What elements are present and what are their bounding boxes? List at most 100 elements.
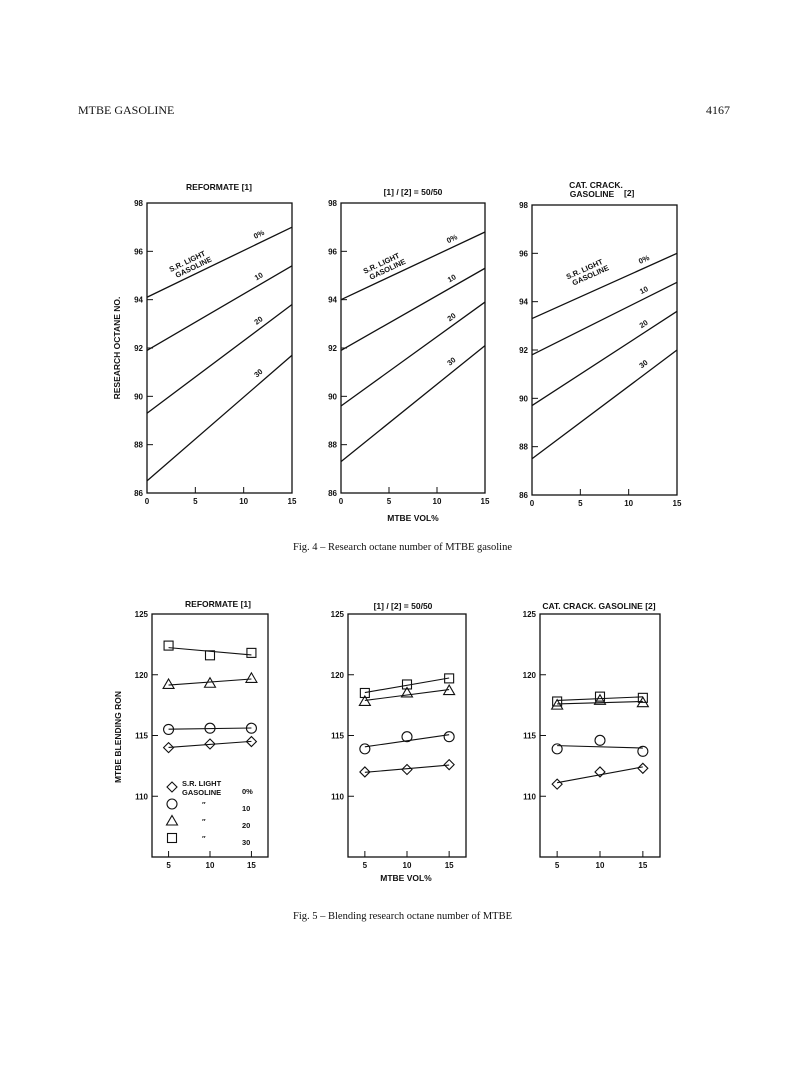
- data-point: [163, 640, 174, 651]
- series-label: 10: [446, 272, 458, 284]
- trend-line: [557, 745, 643, 749]
- y-tick-label: 90: [519, 394, 528, 403]
- series-line: [340, 267, 486, 351]
- legend-value: 0%: [242, 787, 253, 796]
- x-tick-label: 5: [363, 861, 368, 870]
- x-tick-label: 10: [206, 861, 215, 870]
- legend-value: 30: [242, 838, 250, 847]
- plot-frame: [347, 613, 467, 858]
- series-label: 20: [638, 318, 650, 330]
- y-tick-label: 110: [331, 792, 344, 801]
- chart-title-ref: [2]: [624, 188, 635, 198]
- trend-line: [168, 727, 252, 730]
- y-tick-label: 125: [523, 610, 537, 619]
- series-label: 0%: [252, 228, 266, 241]
- series-line: [146, 354, 293, 482]
- x-tick-label: 5: [387, 497, 392, 506]
- data-point: [244, 671, 258, 683]
- data-point: [245, 722, 257, 734]
- fig5-caption: Fig. 5 – Blending research octane number…: [293, 911, 512, 922]
- trend-line: [168, 678, 252, 686]
- y-tick-label: 94: [519, 298, 528, 307]
- running-title: MTBE GASOLINE: [78, 103, 175, 117]
- series-label: 30: [445, 355, 457, 367]
- series-line: [531, 349, 678, 460]
- fig4-caption: Fig. 4 – Research octane number of MTBE …: [293, 542, 512, 553]
- fig4-x-axis-label: MTBE VOL%: [387, 513, 439, 523]
- y-tick-label: 98: [328, 199, 337, 208]
- y-tick-label: 120: [523, 671, 537, 680]
- data-point: [443, 731, 455, 743]
- series-line: [146, 303, 293, 414]
- y-tick-label: 86: [134, 489, 143, 498]
- data-point: [245, 735, 258, 748]
- legend-text: ″: [202, 817, 206, 826]
- trend-line: [364, 764, 450, 773]
- y-tick-label: 110: [523, 792, 536, 801]
- data-point: [162, 677, 176, 690]
- trend-line: [168, 740, 252, 748]
- x-tick-label: 10: [433, 497, 442, 506]
- x-tick-label: 15: [288, 497, 297, 506]
- x-tick-label: 5: [578, 499, 583, 508]
- data-point: [204, 738, 216, 750]
- series-label: 0%: [637, 253, 651, 266]
- series-label: 20: [446, 311, 458, 323]
- trend-line: [364, 734, 450, 748]
- page-number: 4167: [706, 103, 730, 117]
- trend-line: [557, 766, 643, 784]
- data-point: [359, 766, 371, 778]
- y-tick-label: 115: [523, 732, 536, 741]
- data-point: [162, 741, 175, 754]
- data-point: [444, 673, 455, 684]
- chart-panel-1: REFORMATE [1] 86 88 90 92 94 96 98 0 5 10 15 0% 10 20 3…: [134, 182, 297, 506]
- data-point: [359, 743, 371, 755]
- x-tick-label: 15: [481, 497, 490, 506]
- data-point: [246, 647, 257, 658]
- y-tick-label: 92: [134, 344, 143, 353]
- data-point: [359, 687, 370, 699]
- y-tick-label: 96: [134, 247, 143, 256]
- y-tick-label: 88: [328, 441, 337, 450]
- series-label: 0%: [445, 232, 459, 245]
- y-tick-label: 120: [331, 671, 345, 680]
- y-tick-label: 94: [328, 296, 337, 305]
- trend-line: [364, 677, 450, 694]
- series-label: 20: [252, 314, 264, 326]
- y-tick-label: 94: [134, 296, 143, 305]
- x-tick-label: 15: [638, 861, 647, 870]
- series-line: [146, 226, 293, 298]
- legend-value: 20: [242, 821, 250, 830]
- x-tick-label: 5: [193, 497, 198, 506]
- y-tick-label: 96: [328, 247, 337, 256]
- y-tick-label: 86: [519, 491, 528, 500]
- chart-title: CAT. CRACK.: [569, 180, 623, 190]
- data-point: [594, 766, 606, 778]
- data-point: [551, 778, 563, 790]
- data-point: [163, 723, 175, 735]
- chart-title: REFORMATE [1]: [185, 599, 251, 609]
- legend-text: ″: [202, 834, 206, 843]
- data-point: [637, 745, 649, 757]
- chart-panel-3: CAT. CRACK.GASOLINE [2] 86 88 90 92 94 96 98 0 5 10…: [519, 180, 682, 508]
- data-point: [594, 691, 606, 702]
- x-tick-label: 0: [145, 497, 150, 506]
- x-tick-label: 15: [247, 861, 256, 870]
- data-point: [637, 762, 649, 775]
- x-tick-label: 0: [339, 497, 344, 506]
- data-point: [552, 696, 563, 707]
- x-tick-label: 10: [596, 861, 605, 870]
- legend-marker: [165, 814, 179, 826]
- data-point: [637, 692, 648, 703]
- chart-panel-4: REFORMATE [1] 110 115 120 125 5 10 15 S.R. LIGHT…: [135, 599, 269, 870]
- x-tick-label: 5: [555, 861, 560, 870]
- y-tick-label: 98: [519, 201, 528, 210]
- x-tick-label: 10: [403, 861, 412, 870]
- series-line: [531, 252, 678, 320]
- chart-panel-6: CAT. CRACK. GASOLINE [2] 110 115 120 125 5 10 1…: [523, 601, 661, 870]
- y-tick-label: 92: [328, 344, 337, 353]
- trend-line: [364, 688, 450, 702]
- data-point: [443, 758, 455, 771]
- series-label: 10: [638, 284, 649, 296]
- chart-title: [1] / [2] = 50/50: [374, 601, 433, 611]
